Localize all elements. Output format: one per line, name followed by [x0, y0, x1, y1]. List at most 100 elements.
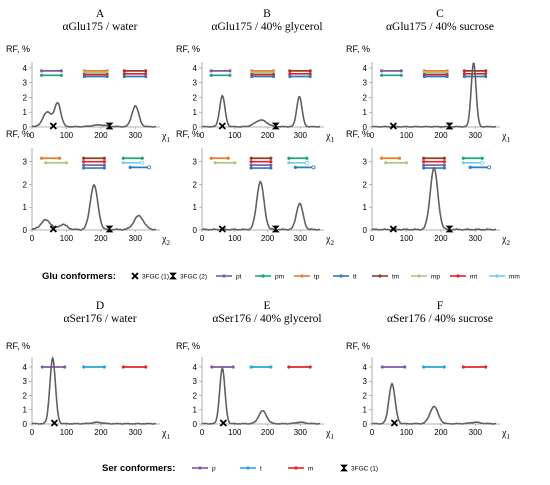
y-axis-label: RF, % [346, 44, 370, 54]
ser-legend-title: Ser conformers: [102, 463, 175, 474]
conformer-bar-end [484, 72, 488, 76]
conformer-bar-end [399, 73, 403, 77]
legend-label: tp [314, 274, 320, 281]
y-tick-label: 0 [23, 123, 28, 132]
legend-label: tt [353, 274, 357, 281]
x-tick-label: 0 [200, 131, 205, 140]
y-tick-label: 4 [363, 363, 368, 372]
conformer-bar-end [404, 161, 409, 165]
x-tick-label: 100 [400, 428, 414, 437]
x-tick-label: 300 [129, 131, 143, 140]
conformer-bar-end [82, 166, 86, 170]
y-tick-label: 2 [363, 391, 368, 400]
x-tick-label: 200 [261, 428, 275, 437]
panel-title: αGlu175 / 40% sucrose [386, 21, 494, 33]
conformer-bar-end [422, 163, 426, 167]
y-tick-label: 1 [363, 406, 368, 415]
y-tick-label: 3 [23, 158, 28, 167]
conformer-bar-end [422, 156, 426, 160]
x-tick-label: 100 [400, 234, 414, 243]
legend-line-dot [300, 274, 304, 278]
y-tick-label: 4 [193, 64, 198, 73]
conformer-bar-end [484, 74, 488, 79]
x-tick-label: 0 [200, 428, 205, 437]
conformer-bar-end [403, 365, 407, 369]
y-tick-label: 1 [193, 203, 198, 212]
x-tick-label: 0 [30, 131, 35, 140]
conformer-bar-end [399, 69, 403, 73]
rf-distribution-curve [31, 355, 157, 425]
conformer-bar-end [293, 165, 298, 169]
y-tick-label: 2 [193, 180, 198, 189]
x-axis-subscript: 1 [330, 433, 334, 441]
fgc-marker-1 [50, 419, 59, 427]
conformer-bar-end [287, 365, 291, 369]
conformer-bar-end [102, 166, 106, 170]
conformer-bar-end [422, 166, 426, 170]
conformer-bar-end [128, 165, 132, 169]
conformer-bar-end [461, 365, 465, 369]
y-tick-label: 3 [193, 158, 198, 167]
x-tick-label: 200 [261, 131, 275, 140]
x-tick-label: 300 [129, 234, 143, 243]
conformer-bar-end [105, 74, 109, 79]
y-axis-label: RF, % [6, 129, 30, 139]
y-tick-label: 2 [23, 93, 28, 102]
x-axis-label: χ1 [325, 131, 334, 144]
x-tick-label: 0 [30, 234, 35, 243]
x-axis-symbol: χ [501, 131, 507, 142]
conformer-bar-end [40, 69, 44, 73]
x-axis-symbol: χ [325, 428, 331, 439]
conformer-bar-end [484, 69, 488, 73]
x-axis-label: χ1 [161, 428, 170, 441]
x-axis-label: χ2 [501, 234, 510, 247]
legend-fgc2-icon [169, 272, 177, 280]
y-tick-label: 2 [363, 180, 368, 189]
rf-distribution-curve [371, 166, 497, 231]
y-tick-label: 2 [193, 391, 198, 400]
conformer-bar-end [209, 73, 213, 77]
y-tick-label: 4 [193, 363, 198, 372]
conformer-bar-end [269, 365, 273, 369]
conformer-bar-end [308, 74, 312, 79]
conformer-bar-end [308, 72, 312, 76]
conformer-bar-end [442, 160, 446, 164]
fgc-marker-2 [445, 225, 454, 233]
legend-line-dot [222, 274, 226, 278]
x-axis-symbol: χ [325, 131, 331, 142]
x-axis-subscript: 2 [166, 239, 170, 247]
conformer-bar-end [442, 163, 446, 167]
conformer-bar-end [40, 73, 44, 77]
x-axis-symbol: χ [161, 234, 167, 245]
glu-legend-title: Glu conformers: [42, 271, 116, 282]
legend-label: p [212, 466, 216, 473]
y-tick-label: 3 [363, 377, 368, 386]
fgc-marker-2 [445, 122, 454, 130]
x-axis-subscript: 2 [330, 239, 334, 247]
conformer-bar-end [40, 365, 44, 369]
panel-letter: E [263, 300, 270, 312]
y-tick-label: 1 [193, 406, 198, 415]
conformer-bar-end [102, 160, 106, 164]
conformer-bar-end [64, 161, 69, 165]
conformer-bar-end [121, 161, 125, 165]
conformer-bar-end [44, 161, 48, 165]
conformer-bar-end [122, 72, 126, 76]
fgc-marker-1 [390, 419, 399, 427]
conformer-bar-end [250, 74, 254, 79]
fgc-marker-1 [49, 122, 57, 130]
conformer-bar-end [269, 160, 273, 164]
conformer-bar-end [140, 156, 144, 160]
conformer-bar-end [63, 365, 67, 369]
fgc-marker-1 [389, 225, 397, 233]
x-tick-label: 200 [434, 131, 448, 140]
x-axis-label: χ2 [325, 234, 334, 247]
y-tick-label: 3 [193, 377, 198, 386]
fgc-marker-2 [271, 225, 280, 233]
conformer-bar-end [462, 74, 466, 79]
y-tick-label: 0 [23, 226, 28, 235]
ser-conformers-legend: Ser conformers: p t m 3FGC (1) [102, 463, 378, 474]
conformer-bar-end [487, 165, 492, 170]
